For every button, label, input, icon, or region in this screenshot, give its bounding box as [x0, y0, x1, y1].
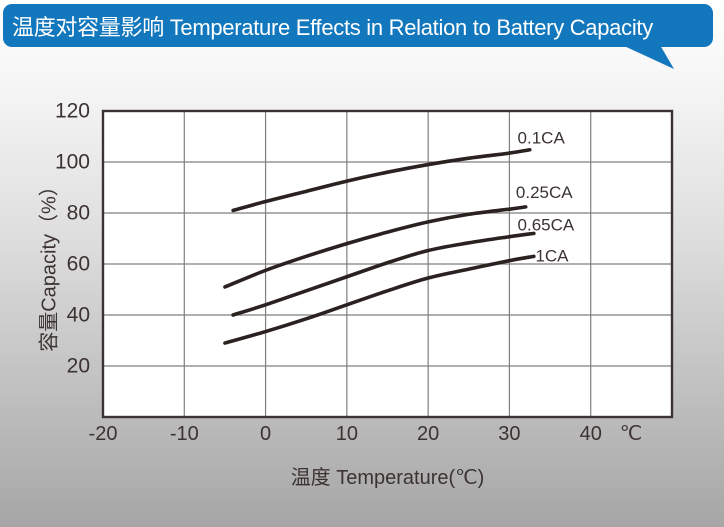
x-tick-label: 10	[336, 423, 358, 445]
0.25CA-curve	[223, 205, 528, 289]
y-tick-label: 80	[67, 202, 90, 225]
x-tick-label: 40	[580, 423, 602, 445]
y-tick-label: 40	[67, 304, 90, 327]
y-tick-label: 60	[67, 253, 90, 276]
series-label: 0.1CA	[518, 128, 566, 147]
x-tick-label: 30	[498, 423, 520, 445]
y-tick-label: 120	[55, 100, 90, 123]
page-title: 温度对容量影响 Temperature Effects in Relation …	[12, 14, 653, 40]
y-axis-title: 容量Capacity（%）	[38, 176, 61, 352]
x-tick-label: 20	[417, 423, 439, 445]
1CA-curve	[223, 254, 536, 345]
0.1CA-curve	[231, 147, 532, 213]
y-tick-label: 100	[55, 151, 90, 174]
series-label: 0.65CA	[518, 215, 575, 234]
x-tick-label: -10	[170, 423, 199, 445]
series-label: 0.25CA	[516, 183, 573, 202]
plot-frame	[101, 109, 674, 419]
x-tick-label: -20	[89, 423, 118, 445]
0.65CA-curve	[231, 231, 536, 317]
series-label: 1CA	[535, 246, 569, 265]
title-banner: 温度对容量影响 Temperature Effects in Relation …	[3, 4, 713, 47]
x-axis-unit: ℃	[620, 423, 642, 445]
y-tick-label: 20	[67, 355, 90, 378]
x-tick-label: 0	[260, 423, 271, 445]
x-axis-title: 温度 Temperature(℃)	[290, 467, 485, 489]
banner-tail-icon	[622, 45, 674, 69]
